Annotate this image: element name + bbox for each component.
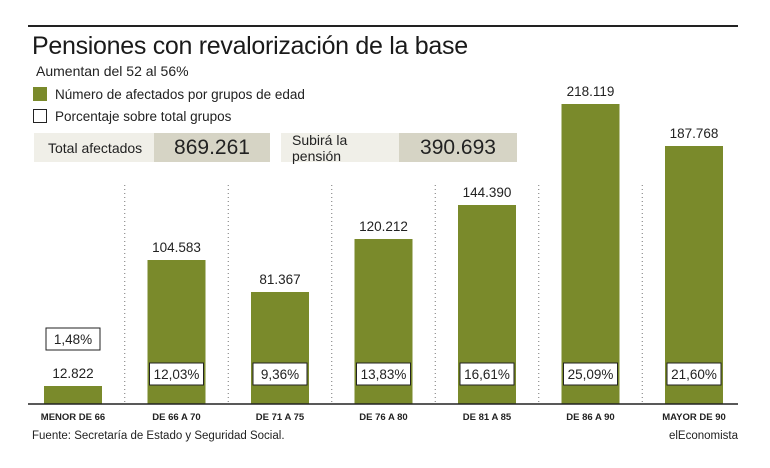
stat-total-label: Total afectados	[34, 133, 154, 162]
chart-title: Pensiones con revalorización de la base	[32, 32, 468, 60]
legend-label-count: Número de afectados por grupos de edad	[55, 86, 305, 102]
stat-subira-label: Subirá la pensión	[281, 132, 399, 164]
legend-item-count: Número de afectados por grupos de edad	[33, 85, 305, 103]
x-tick-label: MAYOR DE 90	[662, 412, 726, 423]
bar	[561, 104, 620, 404]
stat-subira-value: 390.693	[399, 133, 517, 162]
x-tick-label: MENOR DE 66	[41, 412, 105, 423]
percent-box	[666, 362, 722, 386]
stat-total-value: 869.261	[154, 133, 270, 162]
percent-box	[563, 362, 618, 386]
stat-total-afectados: Total afectados 869.261	[34, 133, 270, 162]
source-note: Fuente: Secretaría de Estado y Seguridad…	[32, 430, 285, 442]
bar	[251, 292, 309, 404]
bar-value-label: 120.212	[359, 219, 408, 234]
percent-box	[45, 327, 101, 351]
percent-box	[149, 362, 204, 386]
x-tick-label: DE 66 A 70	[152, 412, 200, 423]
bar-value-label: 144.390	[463, 185, 512, 200]
bar	[665, 146, 723, 404]
legend-item-percent: Porcentaje sobre total grupos	[33, 107, 231, 125]
bar-value-label: 104.583	[152, 240, 201, 255]
bar-value-label: 218.119	[567, 84, 615, 99]
chart-subtitle: Aumentan del 52 al 56%	[36, 63, 189, 79]
x-tick-label: DE 76 A 80	[359, 412, 407, 423]
bar-value-label: 81.367	[259, 272, 300, 287]
x-tick-label: DE 86 A 90	[566, 412, 614, 423]
x-tick-label: DE 71 A 75	[256, 412, 305, 423]
legend-swatch-outline	[33, 109, 47, 123]
legend-label-percent: Porcentaje sobre total grupos	[55, 108, 232, 124]
percent-label: 21,60%	[671, 367, 717, 382]
legend-swatch-filled	[33, 87, 47, 101]
percent-label: 12,03%	[154, 367, 200, 382]
percent-label: 16,61%	[464, 367, 510, 382]
stat-subira-pension: Subirá la pensión 390.693	[281, 132, 517, 164]
percent-label: 13,83%	[361, 367, 407, 382]
top-rule	[28, 25, 738, 27]
bar-value-label: 12.822	[52, 366, 93, 381]
percent-label: 1,48%	[54, 332, 92, 347]
percent-box	[459, 362, 515, 386]
publisher-credit: elEconomista	[668, 430, 738, 442]
percent-box	[252, 362, 308, 386]
bar	[44, 386, 102, 404]
x-tick-label: DE 81 A 85	[463, 412, 512, 423]
percent-label: 25,09%	[568, 367, 614, 382]
percent-box	[356, 362, 411, 386]
percent-label: 9,36%	[261, 367, 299, 382]
bar-value-label: 187.768	[670, 126, 719, 141]
